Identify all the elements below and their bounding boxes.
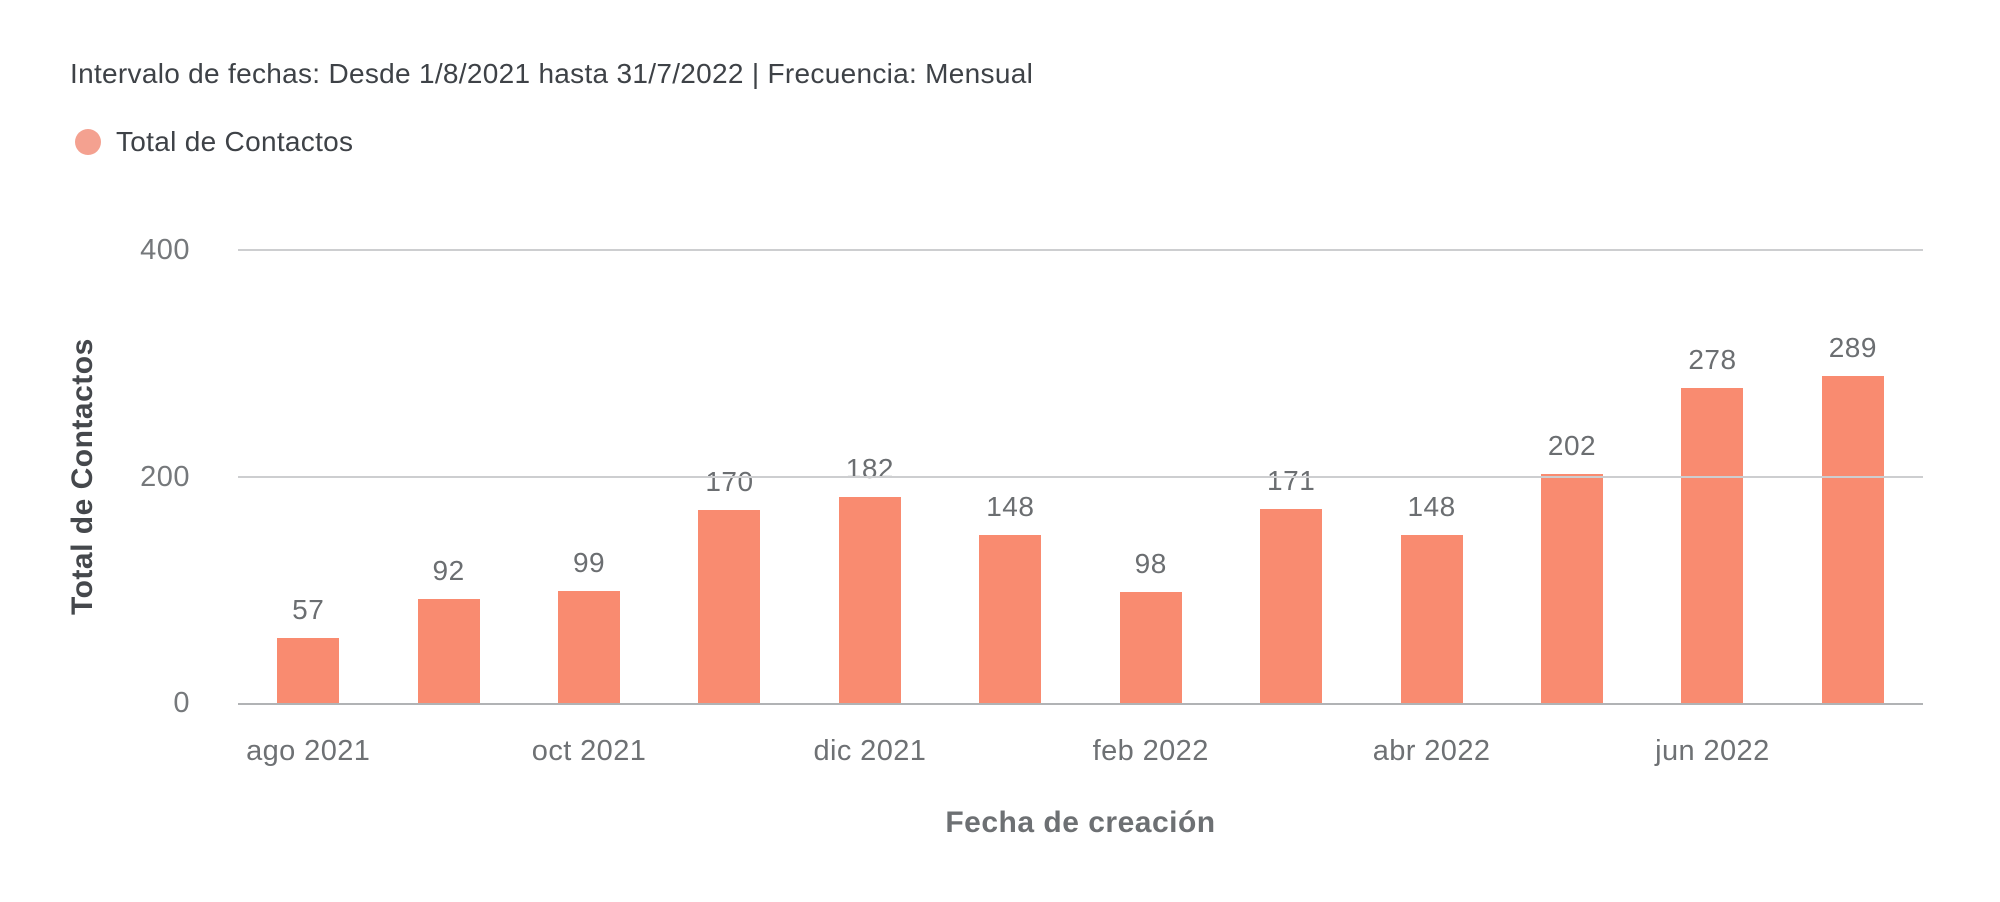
bar-slot-may 2022: 202 [1502, 250, 1642, 703]
bar-jul 2022[interactable] [1821, 375, 1884, 703]
bar-nov 2021[interactable] [698, 510, 761, 703]
x-tick-label-feb 2022: feb 2022 [1092, 735, 1209, 767]
bar-value-label: 278 [1688, 344, 1737, 376]
bar-slot-ago 2021: 57 [238, 250, 378, 703]
bar-slot-jul 2022: 289 [1783, 250, 1923, 703]
bar-value-label: 148 [986, 491, 1035, 523]
bar-slot-abr 2022: 148 [1361, 250, 1501, 703]
x-tick-label-dic 2021: dic 2021 [813, 735, 927, 767]
bar-slot-oct 2021: 99 [519, 250, 659, 703]
bar-slot-feb 2022: 98 [1081, 250, 1221, 703]
bar-value-label: 289 [1828, 331, 1877, 363]
bar-series: 57 92 99 170 182 148 98 171 148 202 278 289 [238, 250, 1923, 703]
legend-dot-icon [75, 129, 101, 155]
legend-item-total-contactos[interactable]: Total de Contactos [75, 126, 353, 158]
bar-sep 2021[interactable] [417, 598, 480, 703]
x-tick-label-ago 2021: ago 2021 [246, 735, 371, 767]
legend-label: Total de Contactos [116, 126, 354, 157]
bar-value-label: 202 [1547, 430, 1597, 462]
y-tick-label-400: 400 [140, 234, 190, 266]
bar-value-label: 98 [1134, 548, 1167, 580]
bar-value-label: 148 [1407, 491, 1456, 523]
plot-area: 57 92 99 170 182 148 98 171 148 202 278 289 [238, 249, 1923, 705]
bar-feb 2022[interactable] [1119, 592, 1182, 703]
bar-slot-dic 2021: 182 [800, 250, 940, 703]
bar-slot-mar 2022: 171 [1221, 250, 1361, 703]
bar-slot-ene 2022: 148 [940, 250, 1080, 703]
bar-dic 2021[interactable] [838, 496, 901, 703]
bar-ene 2022[interactable] [979, 535, 1042, 703]
gridline-200 [238, 475, 1923, 478]
bar-value-label: 182 [845, 452, 894, 484]
bar-oct 2021[interactable] [558, 590, 621, 703]
bar-slot-sep 2021: 92 [378, 250, 518, 703]
x-tick-label-abr 2022: abr 2022 [1372, 735, 1491, 767]
bar-slot-jun 2022: 278 [1642, 250, 1782, 703]
gridline-400 [238, 249, 1923, 251]
y-tick-label-200: 200 [140, 460, 190, 493]
bar-value-label: 170 [705, 466, 754, 498]
bar-mar 2022[interactable] [1260, 509, 1323, 703]
bar-value-label: 99 [572, 546, 606, 578]
bar-may 2022[interactable] [1541, 474, 1603, 703]
bar-ago 2021[interactable] [277, 638, 340, 703]
bar-value-label: 57 [292, 594, 325, 626]
bar-slot-nov 2021: 170 [659, 250, 799, 703]
bar-jun 2022[interactable] [1681, 388, 1744, 703]
report-date-range-subtitle: Intervalo de fechas: Desde 1/8/2021 hast… [70, 58, 1034, 89]
bar-abr 2022[interactable] [1400, 535, 1463, 703]
x-tick-label-oct 2021: oct 2021 [531, 735, 647, 767]
y-tick-label-0: 0 [173, 687, 190, 719]
bar-value-label: 171 [1267, 465, 1316, 497]
x-tick-label-jun 2022: jun 2022 [1655, 735, 1770, 767]
bar-value-label: 92 [432, 554, 465, 586]
x-axis-title: Fecha de creación [945, 806, 1216, 839]
